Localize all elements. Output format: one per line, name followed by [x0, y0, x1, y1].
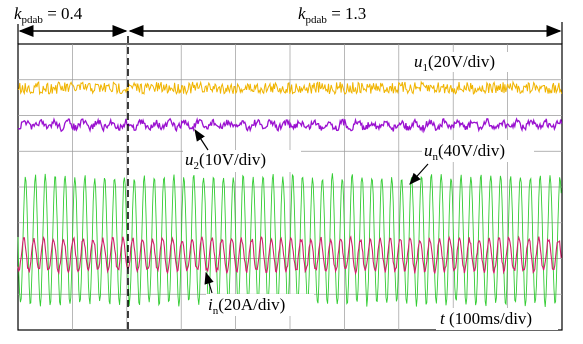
oscilloscope-figure: kpdab = 0.4 kpdab = 1.3 u1(20V/div) u2(1…	[0, 0, 583, 344]
time-label: t (100ms/div)	[440, 309, 532, 328]
in-label: in(20A/div)	[208, 295, 285, 317]
